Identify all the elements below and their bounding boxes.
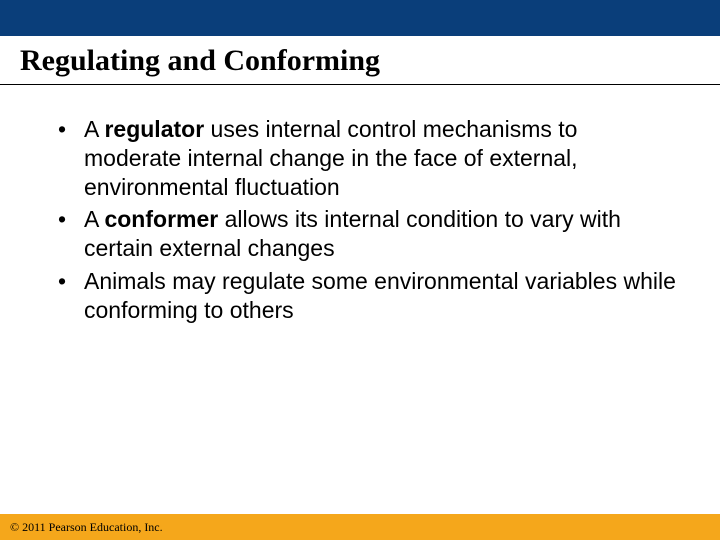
list-item: A regulator uses internal control mechan… xyxy=(40,115,680,201)
list-item: Animals may regulate some environmental … xyxy=(40,267,680,325)
bullet-lead-pre: A xyxy=(84,206,104,232)
content-area: A regulator uses internal control mechan… xyxy=(0,85,720,324)
bullet-list: A regulator uses internal control mechan… xyxy=(40,115,680,324)
bullet-rest: Animals may regulate some environmental … xyxy=(84,268,676,323)
list-item: A conformer allows its internal conditio… xyxy=(40,205,680,263)
bullet-lead-bold: regulator xyxy=(104,116,204,142)
footer-color-bar: © 2011 Pearson Education, Inc. xyxy=(0,514,720,540)
title-area: Regulating and Conforming xyxy=(0,36,720,82)
bullet-lead-bold: conformer xyxy=(104,206,218,232)
bullet-lead-pre: A xyxy=(84,116,104,142)
copyright-text: © 2011 Pearson Education, Inc. xyxy=(10,520,163,535)
top-color-bar xyxy=(0,0,720,36)
slide-title: Regulating and Conforming xyxy=(20,44,700,78)
